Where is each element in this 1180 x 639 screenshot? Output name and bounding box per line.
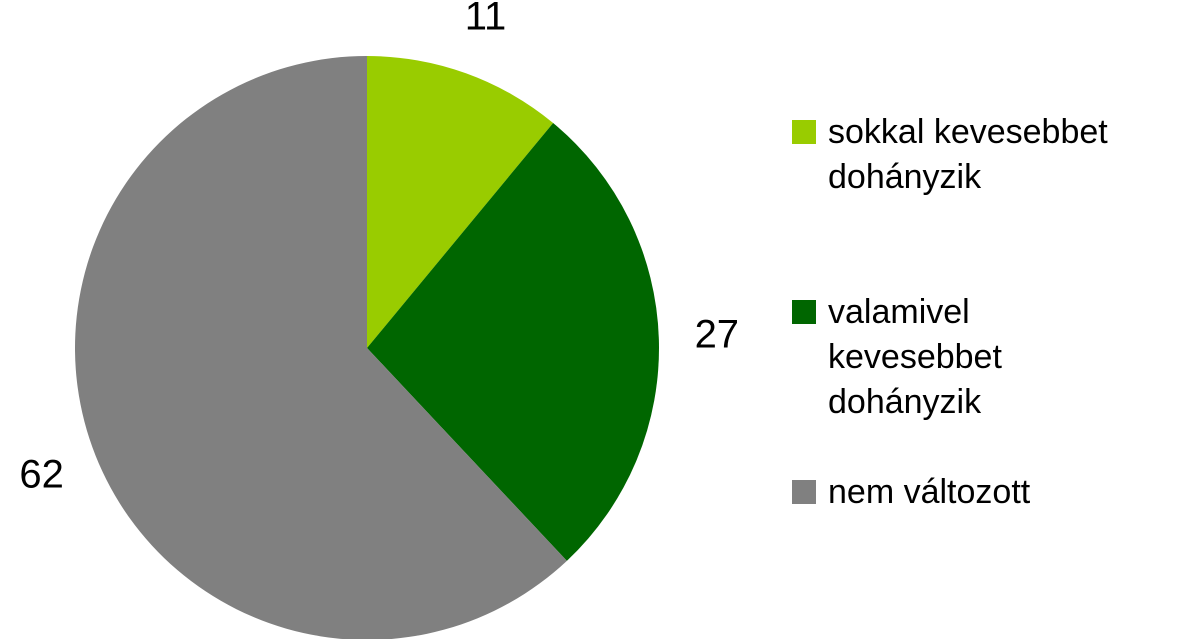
pie-slice bbox=[367, 56, 554, 348]
legend-item: nem változott bbox=[792, 470, 1030, 515]
pie-slice bbox=[75, 56, 567, 639]
pie-slice bbox=[367, 123, 659, 561]
legend-swatch bbox=[792, 480, 816, 504]
legend-item: valamivel kevesebbet dohányzik bbox=[792, 290, 1002, 425]
data-label: 62 bbox=[19, 452, 64, 496]
legend-label: nem változott bbox=[828, 473, 1031, 511]
legend-swatch bbox=[792, 120, 816, 144]
data-label: 27 bbox=[695, 313, 740, 357]
legend-swatch bbox=[792, 300, 816, 324]
legend-item: sokkal kevesebbet dohányzik bbox=[792, 110, 1108, 200]
data-label: 11 bbox=[465, 0, 507, 38]
legend-label: sokkal kevesebbet dohányzik bbox=[828, 113, 1108, 196]
chart: 11 27 62 bbox=[19, 0, 740, 639]
legend-label: valamivel kevesebbet dohányzik bbox=[828, 293, 1002, 421]
legend: sokkal kevesebbet dohányzik valamivel kev… bbox=[792, 0, 1180, 639]
